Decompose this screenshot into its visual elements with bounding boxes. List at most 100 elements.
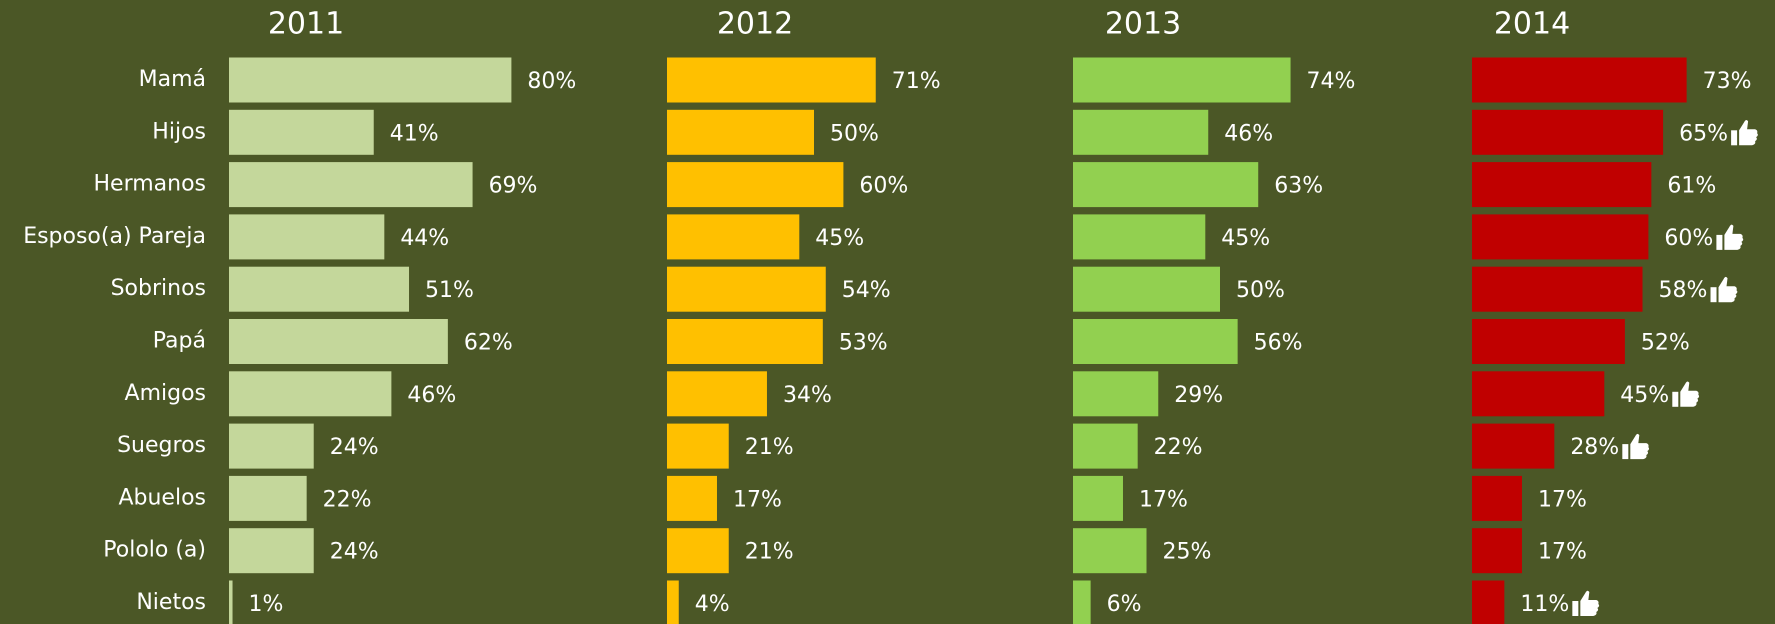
panel-title: 2012 xyxy=(717,7,793,42)
bar xyxy=(1472,266,1643,312)
bar xyxy=(667,580,679,624)
bar xyxy=(667,109,814,155)
bar xyxy=(667,423,729,469)
value-label: 73% xyxy=(1703,69,1752,94)
bar xyxy=(229,109,374,155)
value-label: 25% xyxy=(1163,540,1212,565)
bar xyxy=(229,266,410,312)
value-label: 17% xyxy=(733,487,782,512)
value-label: 52% xyxy=(1641,331,1690,356)
bar xyxy=(229,423,314,469)
bar xyxy=(667,162,844,208)
value-label: 34% xyxy=(783,383,832,408)
bar xyxy=(229,214,385,260)
value-label: 63% xyxy=(1274,174,1323,199)
bar xyxy=(1073,580,1091,624)
bar xyxy=(1472,162,1652,208)
thumbs-up-icon xyxy=(1731,120,1758,146)
bar xyxy=(1472,475,1522,521)
thumb-cuff xyxy=(1731,130,1738,146)
value-label: 71% xyxy=(892,69,941,94)
bar xyxy=(1073,528,1147,574)
value-label: 21% xyxy=(745,435,794,460)
value-label: 46% xyxy=(407,383,456,408)
value-label: 74% xyxy=(1307,69,1356,94)
value-label: 41% xyxy=(390,121,439,146)
value-label: 22% xyxy=(1154,435,1203,460)
category-label: Hijos xyxy=(152,119,206,144)
category-label: Esposo(a) Pareja xyxy=(23,224,206,249)
value-label: 54% xyxy=(842,278,891,303)
bar xyxy=(1472,580,1505,624)
bar xyxy=(1472,109,1664,155)
thumb-cuff xyxy=(1672,391,1679,407)
value-label: 50% xyxy=(830,121,879,146)
value-label: 21% xyxy=(745,540,794,565)
bar xyxy=(229,162,473,208)
thumb-hand xyxy=(1724,224,1744,250)
bar xyxy=(1073,162,1259,208)
value-label: 24% xyxy=(330,435,379,460)
thumbs-up-icon xyxy=(1716,224,1744,250)
value-label: 80% xyxy=(527,69,576,94)
value-label: 61% xyxy=(1667,174,1716,199)
category-label: Abuelos xyxy=(118,485,206,510)
bar xyxy=(667,214,800,260)
bar xyxy=(667,266,826,312)
bar xyxy=(1472,214,1649,260)
value-label: 50% xyxy=(1236,278,1285,303)
thumb-hand xyxy=(1680,381,1700,407)
bar xyxy=(1472,528,1522,574)
value-label: 44% xyxy=(400,226,449,251)
value-label: 28% xyxy=(1570,435,1619,460)
value-label: 4% xyxy=(695,592,730,617)
bar xyxy=(667,319,823,364)
value-label: 60% xyxy=(1664,226,1713,251)
bar xyxy=(1472,371,1605,417)
bar xyxy=(229,580,233,624)
thumbs-up-icon xyxy=(1622,433,1650,460)
bar xyxy=(1073,57,1291,103)
thumb-cuff xyxy=(1622,444,1629,460)
bar xyxy=(229,371,392,417)
bar xyxy=(1472,319,1625,364)
value-label: 46% xyxy=(1224,121,1273,146)
category-label: Amigos xyxy=(125,381,206,406)
value-label: 56% xyxy=(1254,331,1303,356)
value-label: 60% xyxy=(859,174,908,199)
panel-title: 2014 xyxy=(1494,7,1570,42)
bar xyxy=(1073,423,1138,469)
category-label: Mamá xyxy=(139,67,206,92)
bar xyxy=(667,57,876,103)
value-label: 69% xyxy=(489,174,538,199)
bar xyxy=(229,319,448,364)
category-label: Hermanos xyxy=(93,172,206,197)
value-label: 29% xyxy=(1174,383,1223,408)
bar xyxy=(667,528,729,574)
value-label: 17% xyxy=(1139,487,1188,512)
value-label: 58% xyxy=(1659,278,1708,303)
thumbs-up-icon xyxy=(1710,276,1738,303)
bar xyxy=(1073,109,1209,155)
value-label: 1% xyxy=(249,592,284,617)
panel-title: 2011 xyxy=(268,7,344,42)
bar xyxy=(1472,57,1687,103)
thumb-hand xyxy=(1739,120,1758,146)
thumb-cuff xyxy=(1716,234,1723,250)
bar xyxy=(667,371,767,417)
value-label: 62% xyxy=(464,331,513,356)
value-label: 45% xyxy=(1620,383,1669,408)
value-label: 45% xyxy=(815,226,864,251)
thumbs-up-icon xyxy=(1672,381,1700,407)
bar xyxy=(229,528,314,574)
value-label: 22% xyxy=(323,487,372,512)
thumb-hand xyxy=(1580,590,1600,616)
panel-title: 2013 xyxy=(1105,7,1181,42)
bar xyxy=(229,57,512,103)
thumbs-up-icon xyxy=(1572,590,1600,616)
thumb-hand xyxy=(1630,433,1650,460)
thumb-hand xyxy=(1718,276,1738,303)
value-label: 65% xyxy=(1679,121,1728,146)
bar xyxy=(1073,266,1220,312)
